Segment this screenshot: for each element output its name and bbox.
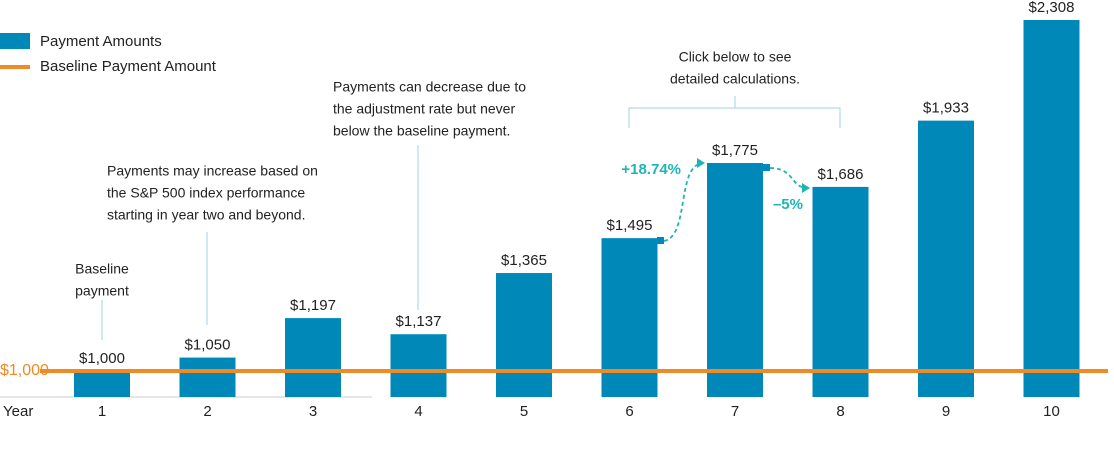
arrow-start: [763, 164, 770, 171]
bar: [74, 370, 130, 397]
bar: [390, 334, 447, 397]
change-label: –5%: [773, 196, 803, 213]
value-label: $1,495: [607, 217, 653, 234]
value-label: $1,686: [818, 166, 864, 183]
change-arrow: [663, 162, 704, 242]
legend-swatch: [0, 33, 30, 49]
arrow-start: [657, 237, 664, 244]
annotation: Payments can decrease due to: [333, 79, 526, 95]
x-tick-label: 3: [309, 403, 317, 420]
bar: [496, 273, 552, 397]
value-label: $1,933: [923, 100, 969, 117]
x-tick-label: 1: [98, 403, 106, 420]
x-tick-label: 10: [1043, 403, 1060, 420]
annotation: the adjustment rate but never: [333, 101, 515, 117]
bar: [812, 186, 869, 397]
annotation: the S&P 500 index performance: [107, 185, 305, 201]
x-tick-label: 8: [836, 403, 844, 420]
x-tick-label: 6: [625, 403, 633, 420]
annotation: below the baseline payment.: [333, 123, 510, 139]
x-tick-label: 4: [414, 403, 422, 420]
x-tick-label: 9: [942, 403, 950, 420]
arrow-head: [802, 183, 810, 193]
value-label: $1,365: [501, 252, 547, 269]
value-label: $1,197: [290, 297, 336, 314]
baseline-label: $1,000: [0, 362, 49, 379]
value-label: $1,050: [185, 337, 231, 354]
value-label: $1,000: [79, 350, 125, 367]
annotation: Baseline: [75, 261, 129, 277]
change-arrow: [769, 167, 809, 189]
bar: [285, 318, 341, 397]
value-label: $2,308: [1029, 0, 1075, 16]
legend-label: Baseline Payment Amount: [40, 58, 217, 75]
arrow-head: [697, 158, 705, 168]
x-tick-label: 5: [520, 403, 528, 420]
annotation: detailed calculations.: [670, 71, 800, 87]
annotation: payment: [75, 283, 129, 299]
annotation: starting in year two and beyond.: [107, 207, 305, 223]
bar: [601, 238, 658, 397]
value-label: $1,137: [396, 313, 442, 330]
change-label: +18.74%: [621, 161, 681, 178]
bracket: [628, 96, 841, 128]
x-tick-label: 2: [203, 403, 211, 420]
annotation: Click below to see: [679, 49, 792, 65]
annotation: Payments may increase based on: [107, 163, 318, 179]
bar: [918, 120, 974, 397]
x-axis-label: Year: [3, 403, 33, 420]
x-tick-label: 7: [731, 403, 739, 420]
bar: [1023, 20, 1080, 397]
value-label: $1,775: [712, 142, 758, 159]
legend-label: Payment Amounts: [40, 33, 162, 50]
bar: [179, 357, 236, 397]
bar: [707, 163, 763, 397]
